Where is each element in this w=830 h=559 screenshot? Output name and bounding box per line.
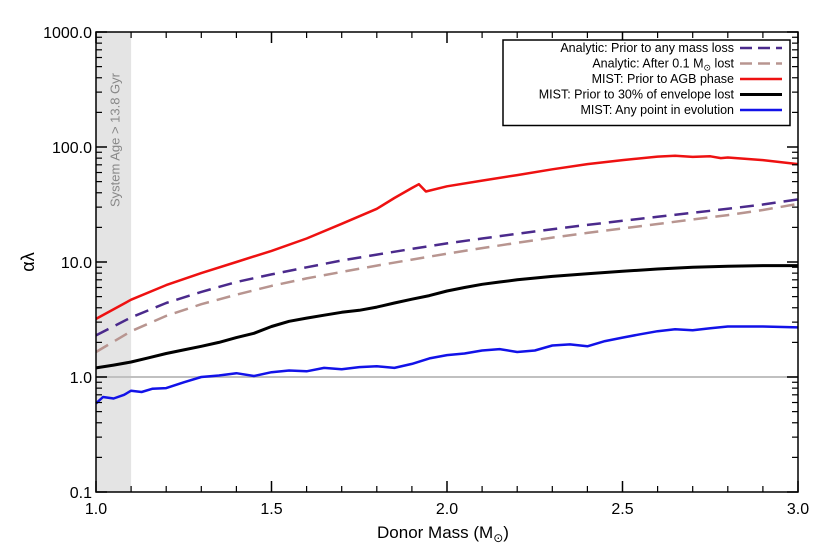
series-line-3	[95, 264, 798, 370]
y-tick-label: 10.0	[61, 255, 92, 272]
y-axis-label: αλ	[18, 252, 38, 271]
legend-label: MIST: Prior to AGB phase	[592, 72, 734, 86]
x-axis-label: Donor Mass (M⊙)	[377, 523, 509, 545]
axis-labels-layer: 1.0 1.5 2.0 2.5 3.00.11.010.0100.01000.0Dono…	[18, 25, 809, 545]
legend-label: MIST: Prior to 30% of envelope lost	[539, 88, 735, 102]
x-tick-label: 1.5	[260, 501, 282, 518]
x-axis-label-sub: ⊙	[493, 531, 503, 545]
legend-label: Analytic: After 0.1 M	[592, 57, 703, 71]
y-tick-label: 0.1	[70, 485, 92, 502]
legend-entry-2: MIST: Prior to AGB phase	[592, 72, 734, 86]
series-line-4	[95, 325, 799, 405]
legend-entry-4: MIST: Any point in evolution	[580, 103, 734, 117]
legend-entry-1: Analytic: After 0.1 M⊙ lost	[592, 57, 734, 73]
y-tick-label: 100.0	[52, 140, 92, 157]
series-line-2	[95, 154, 799, 320]
legend-label: MIST: Any point in evolution	[580, 103, 734, 117]
legend: Analytic: Prior to any mass loss Analytic…	[502, 39, 791, 127]
legend-entry-0: Analytic: Prior to any mass loss	[560, 41, 734, 55]
legend-label-sub: ⊙	[704, 63, 712, 73]
y-tick-label: 1.0	[70, 370, 92, 387]
legend-label: Analytic: Prior to any mass loss	[560, 41, 734, 55]
series-layer	[95, 154, 799, 405]
ticks-layer	[95, 31, 799, 493]
y-tick-label: 1000.0	[43, 25, 92, 42]
series-line-0	[95, 198, 799, 337]
x-tick-label: 2.0	[436, 501, 458, 518]
x-tick-label: 1.0	[85, 501, 107, 518]
series-line-1	[95, 202, 799, 354]
x-tick-label: 2.5	[611, 501, 633, 518]
x-axis-label-close: )	[503, 523, 509, 542]
shaded-region-label: System Age > 13.8 Gyr	[108, 72, 123, 207]
legend-label-suffix: lost	[711, 57, 734, 71]
x-axis-label-text: Donor Mass (M	[377, 523, 493, 542]
legend-entry-3: MIST: Prior to 30% of envelope lost	[539, 88, 735, 102]
x-tick-label: 3.0	[787, 501, 809, 518]
legend-box	[502, 39, 791, 127]
